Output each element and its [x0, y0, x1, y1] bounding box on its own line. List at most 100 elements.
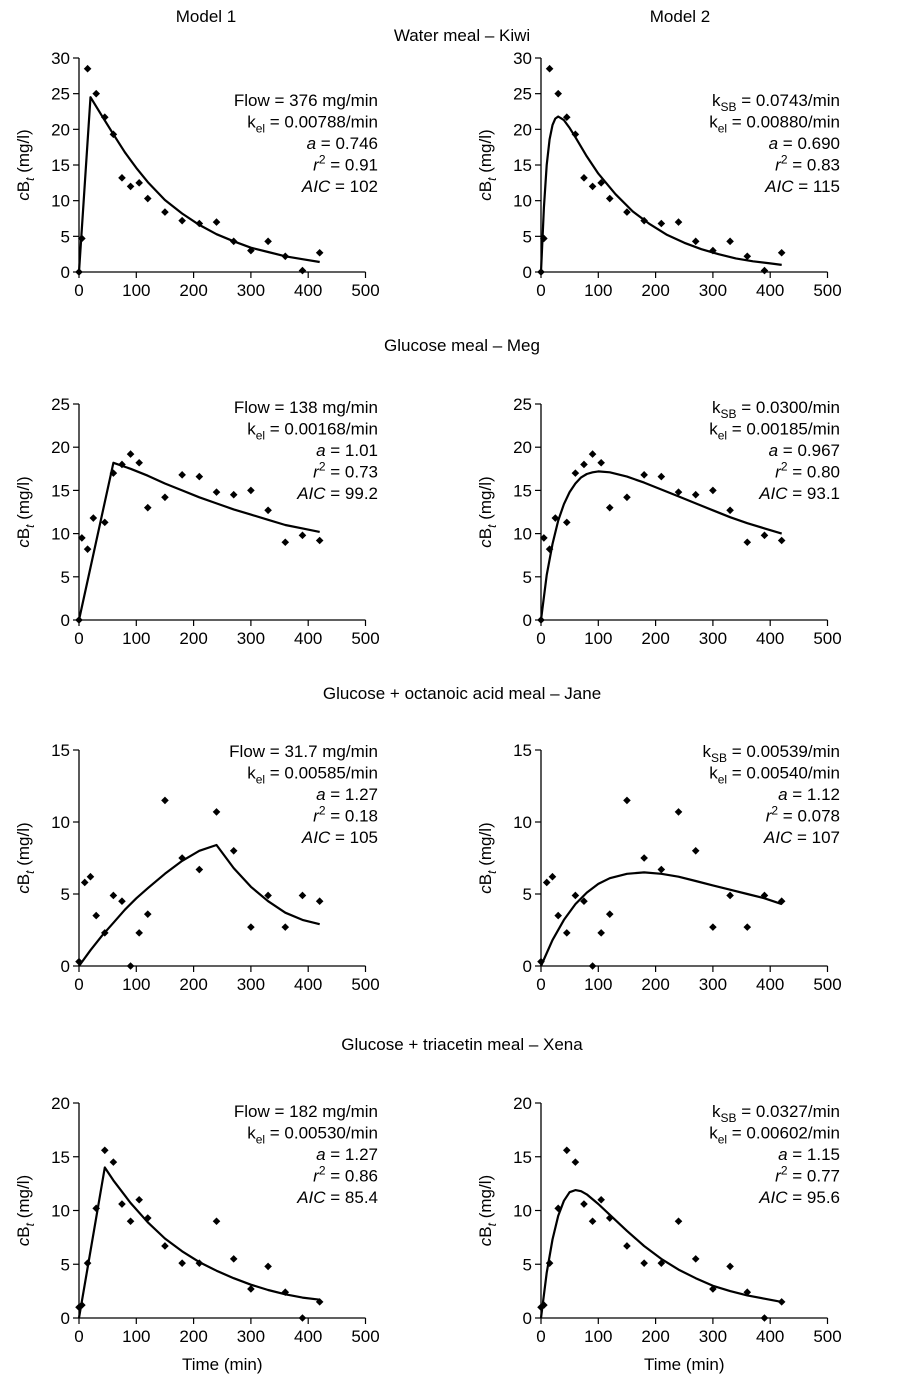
- data-point: [109, 130, 118, 139]
- param-value: = 95.6: [788, 1188, 840, 1207]
- ylabel-t-subscript: t: [23, 177, 37, 181]
- y-axis-label: cBt (mg/l): [476, 822, 499, 893]
- y-tick-label: 30: [513, 49, 532, 68]
- data-point: [726, 891, 734, 900]
- data-point: [674, 488, 683, 496]
- x-tick-label: 200: [179, 975, 207, 994]
- x-tick-label: 500: [813, 629, 841, 648]
- ylabel-c: c: [14, 192, 33, 201]
- data-point: [726, 237, 734, 246]
- data-point: [709, 246, 717, 255]
- param-value: = 0.86: [326, 1167, 378, 1186]
- param-name: a: [307, 134, 316, 153]
- param-name: r: [775, 463, 782, 482]
- data-point: [118, 897, 126, 905]
- data-point: [118, 460, 126, 469]
- data-point: [126, 1217, 135, 1226]
- data-point: [195, 472, 204, 481]
- param-name: k: [709, 420, 718, 439]
- y-tick-label: 15: [513, 481, 532, 500]
- data-point: [588, 450, 597, 458]
- param-value: = 0.91: [326, 156, 378, 175]
- data-point: [247, 1285, 255, 1293]
- parameter-annotation: kSB = 0.0300/min: [712, 398, 840, 421]
- parameter-annotation: AIC = 99.2: [296, 484, 378, 503]
- parameter-annotation: a = 1.15: [778, 1145, 840, 1164]
- data-point: [315, 1298, 324, 1306]
- x-tick-label: 300: [237, 975, 265, 994]
- param-name: a: [316, 785, 325, 804]
- ylabel-unit: (mg/l): [476, 476, 495, 524]
- param-value: = 85.4: [326, 1188, 378, 1207]
- fitted-curve: [77, 461, 320, 621]
- data-point: [281, 923, 290, 931]
- x-tick-label: 0: [536, 975, 545, 994]
- y-tick-label: 25: [51, 395, 70, 414]
- param-superscript: 2: [319, 1164, 326, 1178]
- param-name: k: [709, 764, 718, 783]
- data-point: [545, 545, 554, 553]
- data-point: [298, 891, 307, 900]
- param-value: = 115: [794, 177, 840, 196]
- param-name: Flow: [229, 742, 266, 761]
- data-point: [281, 1288, 290, 1296]
- data-point: [135, 179, 143, 187]
- data-point: [264, 237, 272, 246]
- ylabel-unit: (mg/l): [14, 822, 33, 870]
- parameter-annotation: AIC = 85.4: [296, 1188, 378, 1207]
- x-tick-label: 500: [813, 281, 841, 300]
- data-point: [178, 216, 186, 225]
- ylabel-b: B: [14, 528, 33, 539]
- parameter-annotation: r2 = 0.18: [313, 804, 378, 826]
- parameter-annotation: a = 1.27: [316, 1145, 378, 1164]
- data-point: [537, 268, 545, 276]
- data-point: [135, 458, 143, 467]
- data-point: [588, 1217, 597, 1226]
- data-point: [83, 1259, 92, 1267]
- data-point: [143, 910, 152, 918]
- x-tick-label: 200: [641, 1327, 669, 1346]
- y-tick-label: 15: [51, 156, 70, 175]
- y-tick-label: 10: [51, 813, 70, 832]
- param-value: = 0.00602/min: [727, 1124, 840, 1143]
- row-title-1: Water meal – Kiwi: [394, 26, 530, 45]
- x-axis-label: Time (min): [182, 1355, 263, 1374]
- param-value: = 0.18: [326, 807, 378, 826]
- parameter-annotation: Flow = 31.7 mg/min: [229, 742, 378, 761]
- ylabel-c: c: [14, 1237, 33, 1246]
- x-tick-label: 200: [179, 1327, 207, 1346]
- panel-2-model1: 0 5 10 15 20 25 0 100 200 300 400 500 cBt (mg/l) Flow…: [14, 395, 380, 648]
- data-point: [178, 471, 186, 479]
- data-point: [100, 113, 109, 122]
- param-name: r: [313, 807, 320, 826]
- data-point: [195, 865, 204, 874]
- data-point: [315, 897, 324, 905]
- fitted-curve: [77, 1166, 320, 1319]
- fitted-curve: [539, 115, 782, 273]
- data-point: [571, 891, 580, 900]
- data-point: [588, 182, 597, 191]
- data-point: [545, 64, 554, 73]
- parameter-annotation: kel = 0.00185/min: [709, 420, 840, 443]
- data-point: [760, 266, 769, 275]
- param-name: r: [775, 156, 782, 175]
- data-point: [537, 957, 545, 966]
- x-tick-label: 400: [294, 975, 322, 994]
- x-tick-label: 0: [536, 1327, 545, 1346]
- param-name: r: [313, 156, 320, 175]
- param-value: = 376 mg/min: [270, 91, 378, 110]
- model1-header: Model 1: [176, 7, 236, 26]
- data-point: [281, 538, 290, 547]
- data-point: [597, 458, 605, 467]
- data-point: [212, 808, 221, 816]
- param-name: r: [313, 463, 320, 482]
- data-point: [562, 929, 571, 937]
- y-tick-label: 0: [523, 957, 532, 976]
- data-point: [597, 179, 605, 187]
- param-name: a: [778, 1145, 787, 1164]
- data-point: [674, 808, 683, 816]
- data-point: [135, 1195, 143, 1204]
- param-subscript: SB: [711, 751, 727, 765]
